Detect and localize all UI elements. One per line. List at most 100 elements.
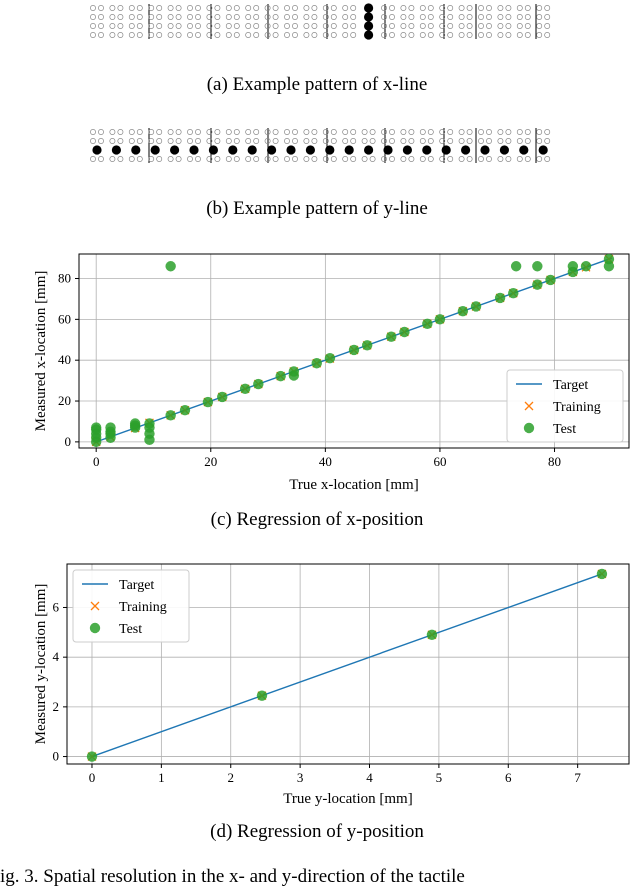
legend-test-swatch bbox=[523, 422, 535, 434]
inactive-taxel bbox=[214, 32, 221, 38]
inactive-taxel bbox=[524, 14, 531, 20]
inactive-taxel bbox=[322, 23, 329, 29]
inactive-taxel bbox=[439, 5, 446, 11]
active-taxel bbox=[131, 145, 141, 155]
active-taxel bbox=[499, 145, 509, 155]
inactive-taxel bbox=[284, 23, 290, 29]
inactive-taxel bbox=[516, 138, 523, 144]
inactive-taxel bbox=[225, 5, 232, 11]
inactive-taxel bbox=[311, 5, 318, 11]
inactive-taxel bbox=[264, 32, 271, 38]
inactive-taxel bbox=[330, 23, 337, 29]
inactive-taxel bbox=[486, 23, 492, 29]
inactive-taxel bbox=[284, 32, 290, 38]
legend-box bbox=[72, 569, 190, 643]
inactive-taxel bbox=[206, 5, 213, 11]
inactive-taxel bbox=[524, 138, 531, 144]
inactive-taxel bbox=[175, 129, 182, 135]
test-point bbox=[422, 318, 433, 330]
inactive-taxel bbox=[486, 32, 492, 38]
inactive-taxel bbox=[284, 156, 290, 162]
inactive-taxel bbox=[458, 129, 465, 135]
inactive-taxel bbox=[195, 14, 201, 20]
inactive-taxel bbox=[292, 138, 298, 144]
inactive-taxel bbox=[447, 23, 454, 29]
legend-label: Training bbox=[553, 400, 601, 415]
inactive-taxel bbox=[148, 32, 155, 38]
inactive-taxel bbox=[206, 156, 213, 162]
inactive-taxel bbox=[167, 156, 174, 162]
inactive-taxel bbox=[447, 5, 454, 11]
inactive-taxel bbox=[156, 32, 163, 38]
inactive-taxel bbox=[284, 14, 290, 20]
inactive-taxel bbox=[187, 14, 193, 20]
inactive-taxel bbox=[497, 129, 504, 135]
inactive-taxel bbox=[369, 129, 376, 135]
inactive-taxel bbox=[478, 5, 484, 11]
inactive-taxel bbox=[148, 5, 155, 11]
inactive-taxel bbox=[330, 5, 337, 11]
inactive-taxel bbox=[303, 5, 310, 11]
inactive-taxel bbox=[195, 138, 201, 144]
inactive-taxel bbox=[497, 138, 504, 144]
inactive-taxel bbox=[439, 138, 446, 144]
inactive-taxel bbox=[109, 23, 116, 29]
test-point bbox=[165, 410, 176, 421]
inactive-taxel bbox=[253, 129, 260, 135]
inactive-taxel bbox=[253, 138, 260, 144]
inactive-taxel bbox=[381, 23, 387, 29]
inactive-taxel bbox=[361, 156, 368, 162]
legend-training-swatch bbox=[90, 601, 100, 611]
inactive-taxel bbox=[342, 14, 349, 20]
active-taxel bbox=[383, 145, 393, 155]
inactive-taxel bbox=[419, 32, 426, 38]
inactive-taxel bbox=[505, 129, 512, 135]
inactive-taxel bbox=[419, 138, 426, 144]
inactive-taxel bbox=[311, 23, 318, 29]
inactive-taxel bbox=[90, 32, 96, 38]
inactive-taxel bbox=[400, 32, 407, 38]
active-taxel bbox=[461, 145, 471, 155]
inactive-taxel bbox=[466, 138, 473, 144]
legend-box bbox=[506, 369, 624, 443]
inactive-taxel bbox=[330, 32, 337, 38]
inactive-taxel bbox=[253, 23, 260, 29]
inactive-taxel bbox=[206, 138, 213, 144]
inactive-taxel bbox=[187, 5, 193, 11]
inactive-taxel bbox=[225, 32, 232, 38]
inactive-taxel bbox=[225, 156, 232, 162]
active-taxel bbox=[286, 145, 296, 155]
inactive-taxel bbox=[245, 23, 252, 29]
inactive-taxel bbox=[544, 23, 551, 29]
inactive-taxel bbox=[427, 14, 434, 20]
inactive-taxel bbox=[214, 156, 221, 162]
plot-frame bbox=[66, 563, 630, 765]
inactive-taxel bbox=[167, 23, 174, 29]
inactive-taxel bbox=[156, 5, 163, 11]
x-tick-label: 20 bbox=[204, 454, 217, 469]
inactive-taxel bbox=[311, 138, 318, 144]
inactive-taxel bbox=[330, 129, 337, 135]
inactive-taxel bbox=[497, 156, 504, 162]
inactive-taxel bbox=[516, 14, 523, 20]
inactive-taxel bbox=[233, 138, 240, 144]
inactive-taxel bbox=[214, 5, 221, 11]
inactive-taxel bbox=[233, 156, 240, 162]
test-point bbox=[510, 261, 522, 272]
x-tick-label: 80 bbox=[548, 454, 561, 469]
y-tick-label: 0 bbox=[53, 749, 60, 764]
inactive-taxel bbox=[117, 129, 124, 135]
x-tick-label: 60 bbox=[433, 454, 446, 469]
inactive-taxel bbox=[381, 32, 387, 38]
inactive-taxel bbox=[90, 129, 96, 135]
inactive-taxel bbox=[361, 138, 368, 144]
y-tick-label: 60 bbox=[58, 311, 71, 326]
test-point bbox=[324, 352, 336, 364]
inactive-taxel bbox=[245, 32, 252, 38]
inactive-taxel bbox=[350, 156, 357, 162]
inactive-taxel bbox=[90, 138, 96, 144]
inactive-taxel bbox=[505, 156, 512, 162]
active-taxel bbox=[364, 3, 374, 13]
inactive-taxel bbox=[505, 23, 512, 29]
active-taxel bbox=[364, 30, 374, 40]
